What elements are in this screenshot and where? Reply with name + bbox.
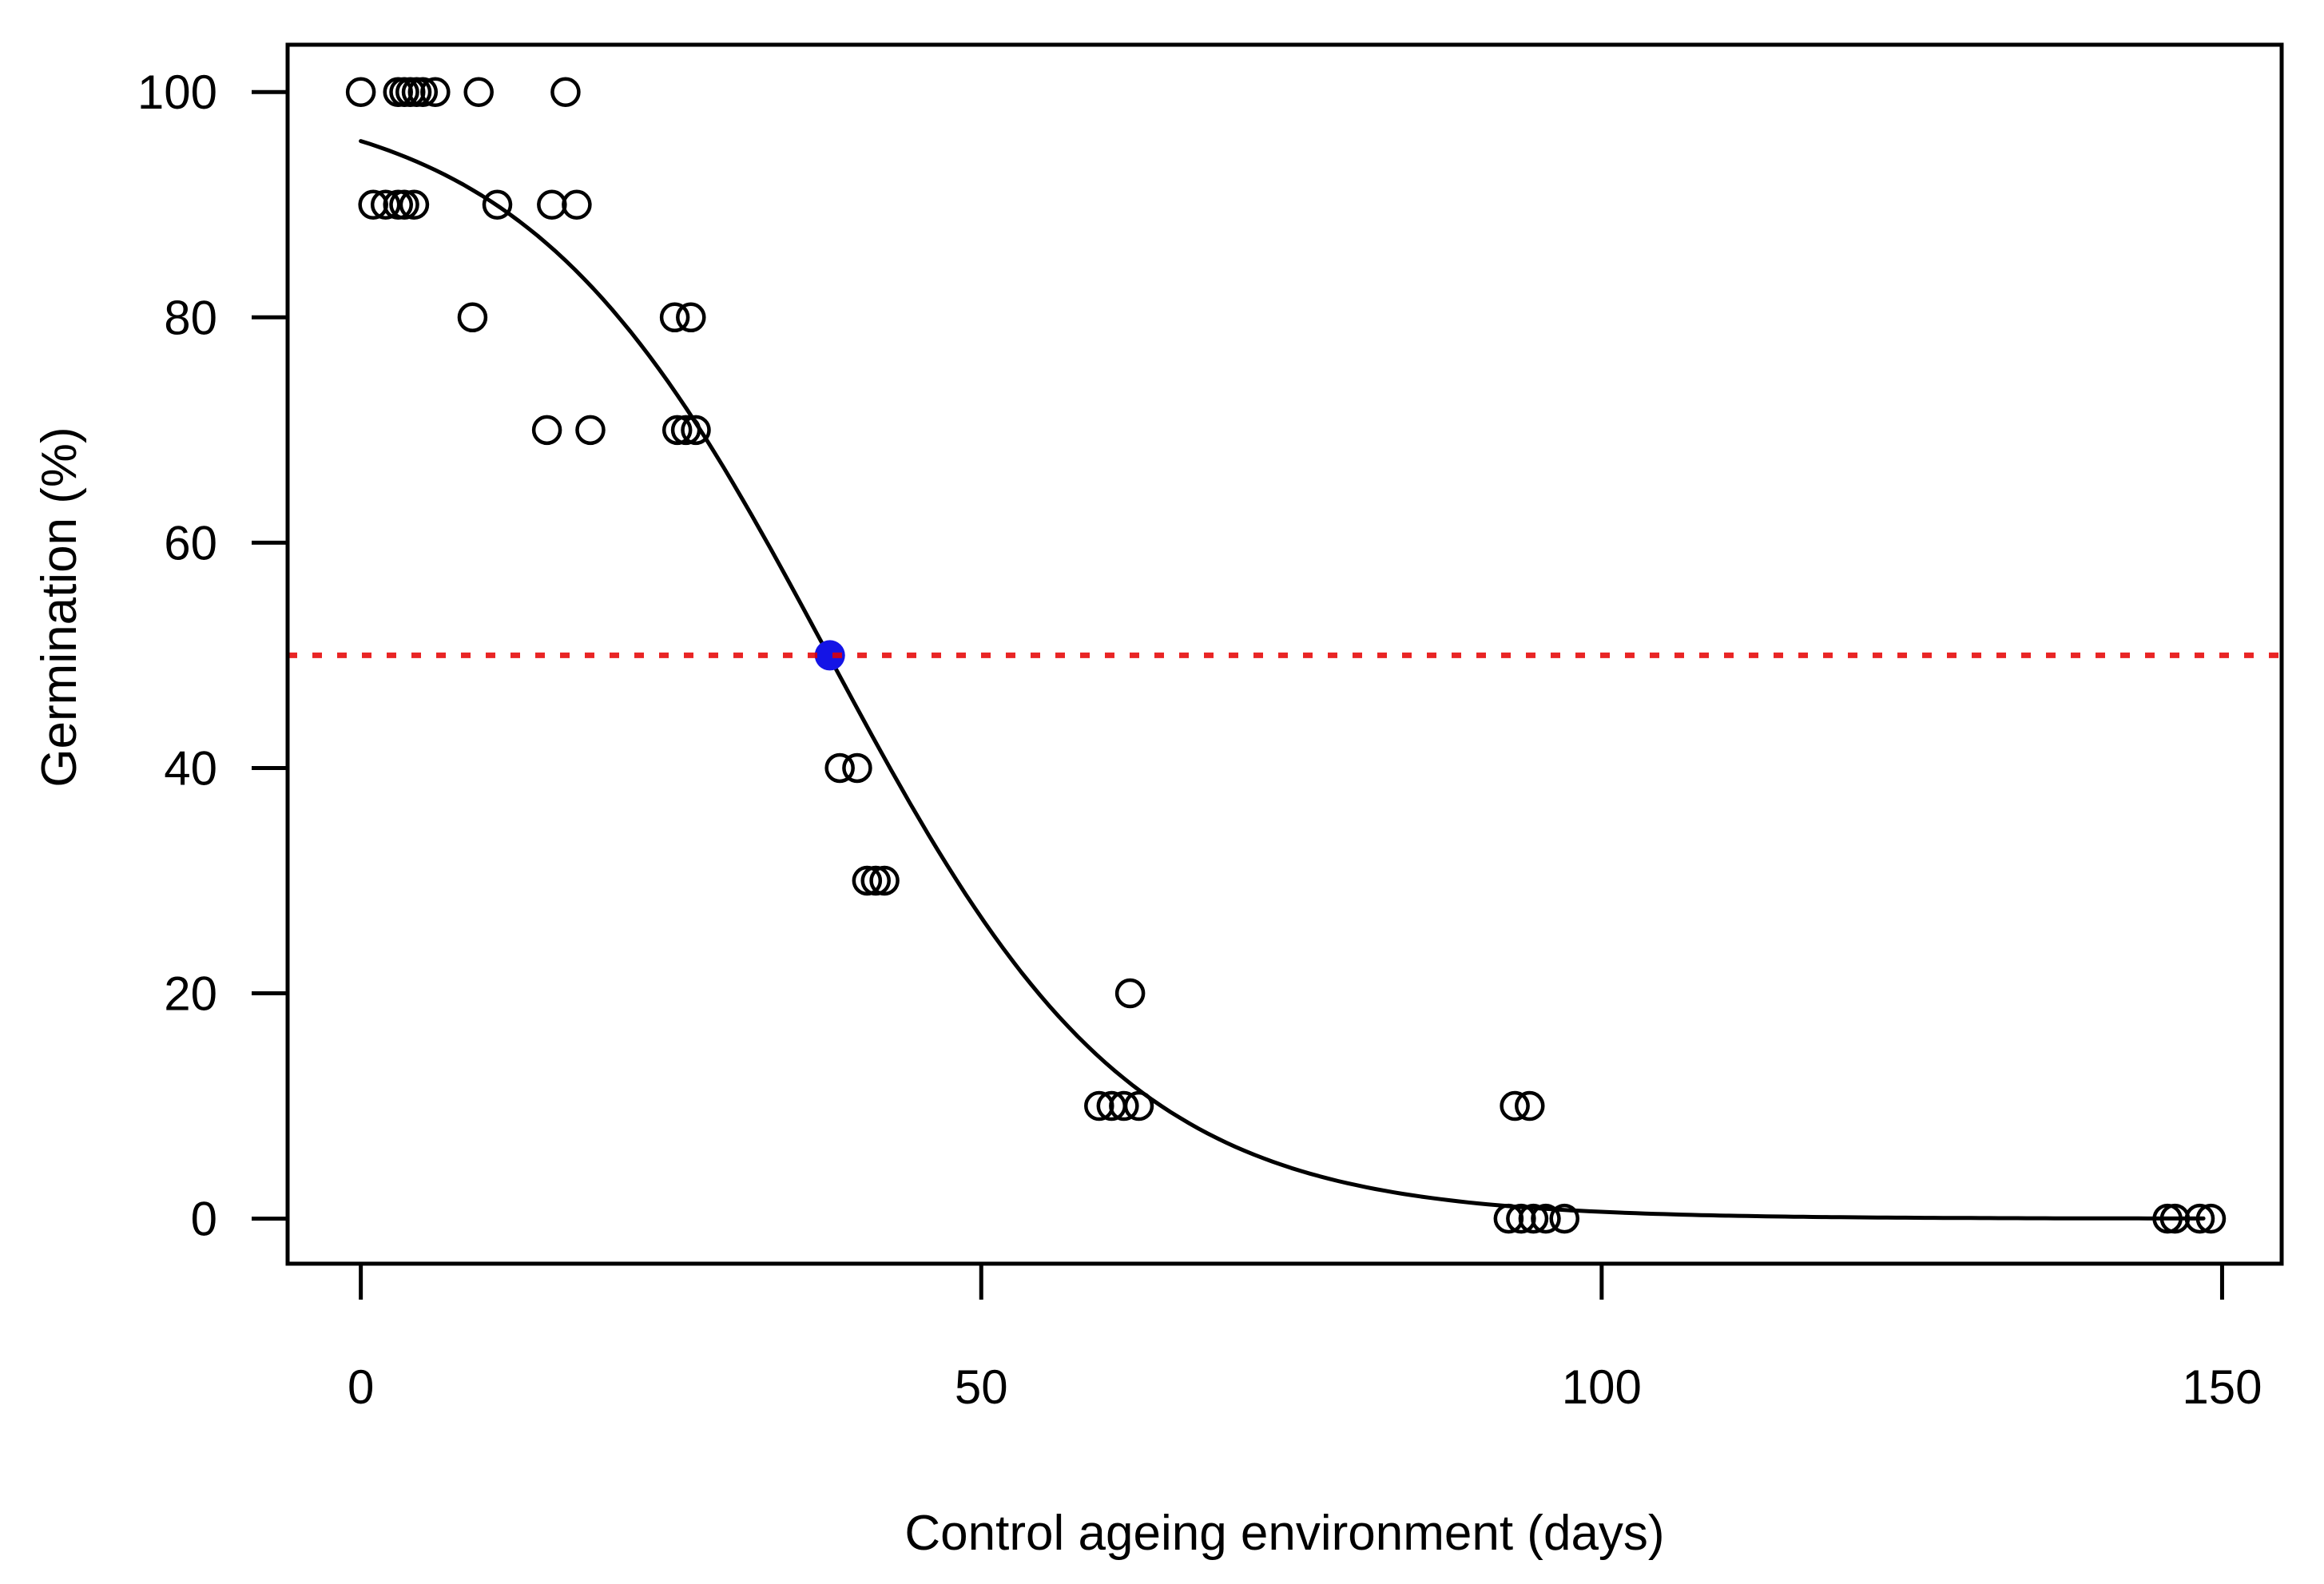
overlay-layer	[288, 640, 2282, 671]
data-point	[860, 865, 891, 896]
data-point	[575, 415, 606, 446]
data-point	[852, 865, 883, 896]
fitted-curve-layer	[359, 139, 2206, 1221]
x-axis-title: Control ageing environment (days)	[904, 1506, 1664, 1561]
data-point	[482, 189, 513, 220]
x-tick-label: 100	[1562, 1360, 1642, 1414]
data-point	[420, 77, 451, 107]
data-point	[531, 415, 562, 446]
data-point	[1549, 1203, 1579, 1234]
data-point	[1515, 1090, 1545, 1122]
x-tick-label: 150	[2182, 1360, 2262, 1414]
data-point	[370, 189, 401, 220]
data-point	[463, 77, 494, 107]
axis-tick-labels: 0 50 100 150 0 20 40 60 80 100	[137, 66, 2262, 1414]
data-point	[537, 189, 567, 220]
data-point	[407, 77, 439, 107]
data-point	[676, 302, 706, 333]
data-point	[562, 189, 592, 220]
x-tick-label: 50	[955, 1360, 1008, 1414]
data-point	[869, 865, 900, 896]
data-point	[550, 77, 581, 107]
data-point	[1109, 1090, 1139, 1122]
data-point	[661, 415, 693, 446]
plot-border	[285, 42, 2284, 1266]
data-point	[659, 302, 690, 333]
p50-estimate-point	[814, 640, 845, 671]
data-point	[681, 415, 711, 446]
axis-ticks	[252, 89, 2224, 1300]
data-point	[1531, 1203, 1561, 1234]
data-point	[1123, 1090, 1154, 1122]
data-point	[399, 189, 430, 220]
data-point	[1518, 1203, 1549, 1234]
data-point	[842, 752, 872, 784]
y-tick-label: 60	[164, 516, 217, 570]
fitted-curve	[359, 139, 2206, 1221]
data-point	[824, 752, 855, 784]
y-tick-label: 20	[164, 967, 217, 1021]
y-tick-label: 0	[191, 1193, 217, 1246]
data-point	[457, 302, 488, 333]
y-tick-label: 80	[164, 291, 217, 344]
y-tick-label: 100	[137, 66, 217, 119]
x-tick-label: 0	[348, 1360, 374, 1414]
data-point	[345, 77, 376, 107]
y-tick-label: 40	[164, 741, 217, 795]
data-point	[1500, 1090, 1530, 1122]
y-axis-title: Germination (%)	[32, 427, 87, 787]
data-point	[389, 189, 419, 220]
data-point	[1114, 978, 1146, 1009]
